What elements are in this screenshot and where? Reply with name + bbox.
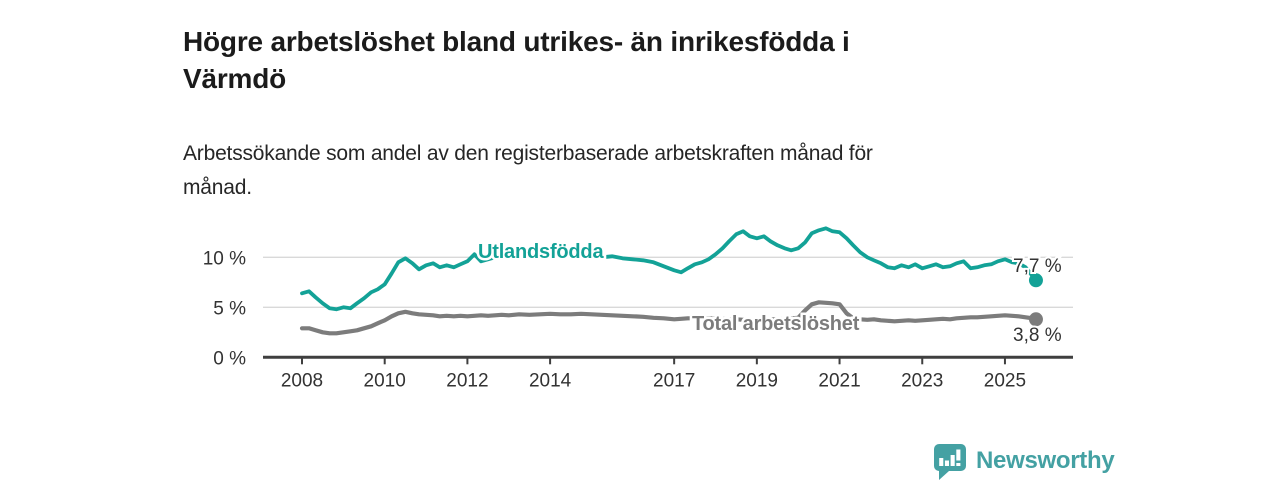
chart-title-line-1: Högre arbetslöshet bland utrikes- än inr… <box>183 25 850 57</box>
x-axis-tick-label: 2017 <box>653 370 695 391</box>
series-end-value-label: 3,8 % <box>1013 325 1062 346</box>
newsworthy-wordmark: Newsworthy <box>976 447 1115 474</box>
newsworthy-logo: Newsworthy <box>932 443 1115 480</box>
line-chart-canvas: 0 % 5 % 10 % 2008 2010 2012 2014 2017 2019 2021 20… <box>203 226 1073 392</box>
chart-subtitle-line-1: Arbetssökande som andel av den registerb… <box>183 142 873 165</box>
series-label: Utlandsfödda <box>478 241 604 263</box>
chart-subtitle-line-2: månad. <box>183 176 252 199</box>
x-axis-tick-label: 2021 <box>818 370 860 391</box>
data-series <box>299 226 1043 336</box>
y-axis-tick-label: 5 % <box>213 298 246 319</box>
x-axis-tick-label: 2023 <box>901 370 943 391</box>
x-axis-tick-label: 2010 <box>364 370 406 391</box>
x-axis-tick-label: 2025 <box>984 370 1026 391</box>
chart-title: Högre arbetslöshet bland utrikes- än inr… <box>183 23 1083 97</box>
series-line-utlandsfodda <box>300 226 1038 312</box>
gridlines <box>263 256 1073 308</box>
x-axis-tick-label: 2008 <box>281 370 323 391</box>
x-axis-tick-label: 2019 <box>736 370 778 391</box>
x-axis <box>263 355 1073 365</box>
series-label: Total arbetslöshet <box>692 313 860 335</box>
x-axis-tick-label: 2014 <box>529 370 572 391</box>
y-axis-tick-label: 10 % <box>203 248 246 269</box>
series-end-dot-utlandsfodda <box>1028 273 1043 288</box>
x-axis-tick-label: 2012 <box>446 370 488 391</box>
axis-and-series-labels: 0 % 5 % 10 % 2008 2010 2012 2014 2017 2019 2021 20… <box>203 239 1064 392</box>
newsworthy-bar-chart-speech-bubble-icon <box>934 443 966 480</box>
series-line-total <box>299 300 1039 336</box>
line-chart: 0 % 5 % 10 % 2008 2010 2012 2014 2017 2019 2021 20… <box>0 210 1280 410</box>
chart-subtitle: Arbetssökande som andel av den registerb… <box>183 137 1083 205</box>
series-end-value-label: 7,7 % <box>1013 256 1062 277</box>
series-end-dot-total <box>1028 312 1043 327</box>
y-axis-tick-label: 0 % <box>213 348 246 369</box>
chart-title-line-2: Värmdö <box>183 62 287 94</box>
